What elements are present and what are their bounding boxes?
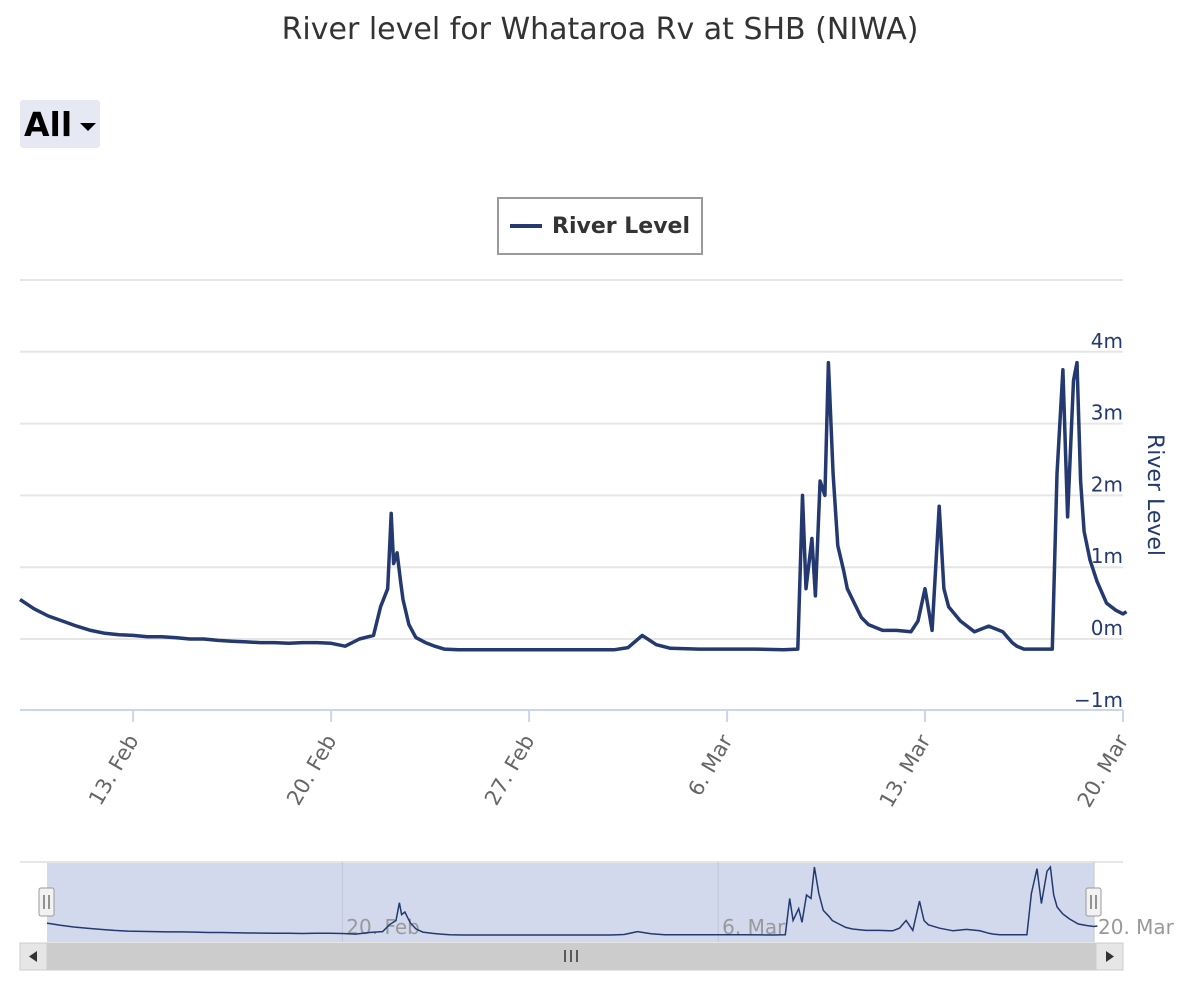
navigator-series-line — [46, 865, 1098, 936]
navigator[interactable]: 20. Feb 6. Mar 20. Mar — [20, 861, 1175, 942]
scroll-right-button[interactable] — [1095, 942, 1124, 971]
grid — [20, 279, 1123, 640]
scrollbar[interactable] — [19, 942, 1124, 971]
y-tick-label: 2m — [1091, 472, 1123, 496]
x-tick-label: 6. Mar — [683, 730, 737, 800]
y-tick-label: 1m — [1091, 544, 1123, 568]
legend-item-river-level: River Level — [552, 213, 690, 239]
chart-title: River level for Whataroa Rv at SHB (NIWA… — [281, 12, 919, 47]
grip-icon[interactable] — [38, 887, 55, 917]
axes: −1m 0m 1m 2m 3m 4m 13. Feb 20. Feb 27. Feb 6. Mar… — [20, 329, 1167, 812]
legend-line-swatch — [510, 224, 542, 228]
navigator-tick-label: 20. Mar — [1098, 915, 1175, 939]
navigator-selection[interactable] — [47, 863, 1094, 942]
x-tick-label: 20. Feb — [282, 731, 341, 810]
range-select-dropdown[interactable]: All — [20, 100, 100, 148]
x-tick-label: 13. Feb — [84, 731, 143, 810]
x-tick-label: 13. Mar — [875, 730, 936, 811]
grip-icon[interactable] — [1085, 887, 1102, 917]
triangle-left-icon — [29, 951, 37, 962]
y-tick-label: −1m — [1074, 688, 1123, 712]
caret-down-icon — [80, 123, 97, 131]
y-tick-label: 4m — [1091, 329, 1123, 353]
x-tick-label: 20. Mar — [1073, 730, 1134, 811]
x-tick-label: 27. Feb — [480, 731, 539, 810]
range-select-value: All — [24, 104, 73, 144]
y-axis-title: River Level — [1142, 434, 1167, 556]
navigator-handle-right[interactable] — [1085, 887, 1102, 917]
series-line-river-level — [19, 360, 1128, 652]
legend[interactable]: River Level — [497, 197, 703, 255]
y-tick-label: 0m — [1091, 616, 1123, 640]
y-tick-label: 3m — [1091, 401, 1123, 425]
series-layer — [19, 360, 1128, 652]
navigator-handle-left[interactable] — [38, 887, 55, 917]
triangle-right-icon — [1106, 951, 1114, 962]
